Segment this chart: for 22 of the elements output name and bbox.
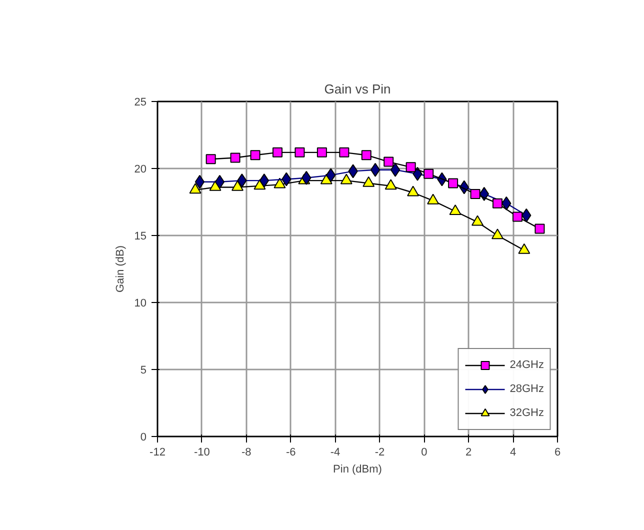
x-tick-label: 0 — [421, 446, 428, 458]
x-tick-label: -4 — [330, 446, 340, 458]
x-axis-title: Pin (dBm) — [333, 464, 382, 476]
legend-label: 28GHz — [510, 383, 544, 395]
legend-label: 24GHz — [510, 359, 544, 371]
y-tick-label: 0 — [140, 432, 147, 444]
y-tick-label: 15 — [134, 230, 147, 242]
y-axis-title: Gain (dB) — [114, 245, 126, 293]
x-tick-label: -12 — [150, 446, 166, 458]
y-tick-label: 5 — [140, 364, 147, 376]
x-tick-label: 4 — [510, 446, 516, 458]
legend-label: 32GHz — [510, 407, 544, 419]
x-tick-label: 2 — [466, 446, 472, 458]
x-tick-label: 6 — [554, 446, 561, 458]
x-tick-label: -10 — [194, 446, 210, 458]
x-tick-label: -8 — [242, 446, 252, 458]
y-tick-label: 20 — [134, 164, 147, 176]
y-tick-label: 25 — [134, 96, 147, 108]
x-tick-label: -2 — [374, 446, 385, 458]
chart-title: Gain vs Pin — [324, 82, 391, 96]
x-tick-label: -6 — [286, 446, 296, 458]
y-tick-label: 10 — [134, 298, 147, 310]
